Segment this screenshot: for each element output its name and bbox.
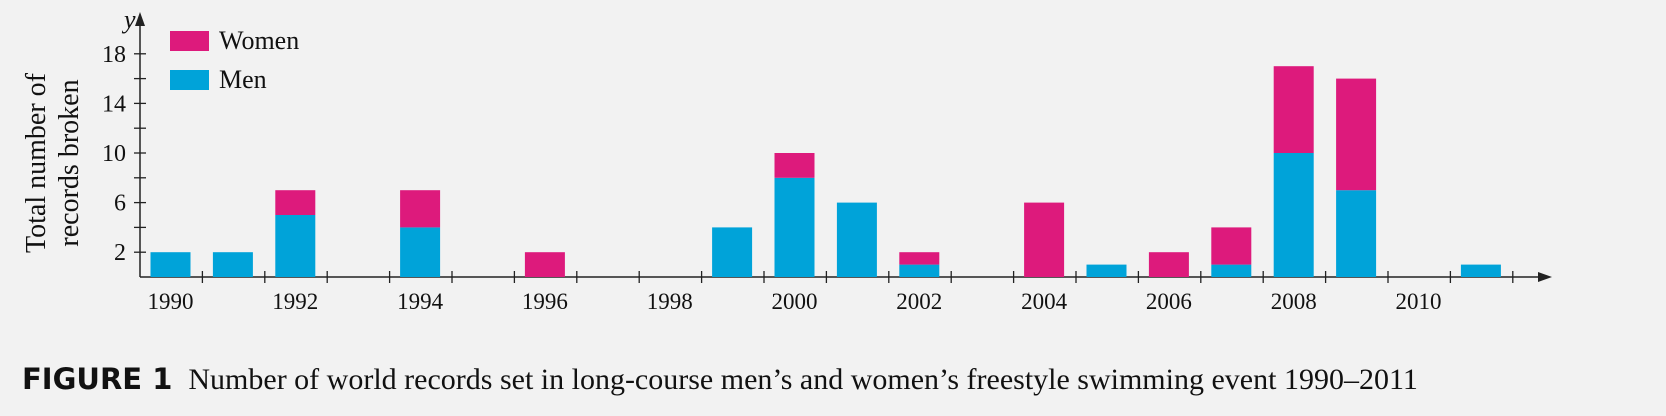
figure-label: FIGURE 1 [22, 362, 173, 396]
bar-men-1991 [212, 252, 253, 277]
legend: Women Men [170, 26, 299, 94]
y-tick-label: 10 [102, 141, 126, 167]
legend-swatch-men [170, 70, 209, 90]
y-axis-arrow [135, 12, 145, 26]
tick-labels: 2 6 10 14 18 1990 1992 1994 1996 1998 2000 2002 2004… [102, 42, 1442, 314]
bar-women-2006 [1148, 252, 1189, 277]
x-tick-label: 1996 [522, 289, 568, 314]
bar-women-2008 [1273, 66, 1314, 153]
x-tick-label: 2010 [1396, 289, 1442, 314]
y-axis-title-line2: records broken [54, 79, 85, 246]
x-tick-label: 2008 [1271, 289, 1317, 314]
x-tick-label: 1992 [272, 289, 318, 314]
bar-men-1999 [712, 227, 753, 277]
x-tick-label: 2006 [1146, 289, 1192, 314]
y-axis-title-line1: Total number of [21, 72, 52, 253]
bar-women-2002 [899, 252, 940, 265]
y-tick-label: 2 [114, 240, 126, 266]
x-tick-label: 1994 [397, 289, 444, 314]
x-tick-label: 2004 [1021, 289, 1068, 314]
bar-men-2011 [1460, 264, 1501, 277]
legend-swatch-women [170, 31, 209, 51]
legend-label-women: Women [219, 26, 299, 55]
bar-women-2004 [1024, 202, 1065, 277]
bar-men-1990 [150, 252, 191, 277]
y-tick-label: 6 [114, 191, 126, 217]
x-axis-arrow [1538, 272, 1552, 282]
bar-men-2009 [1336, 190, 1377, 277]
x-tick-label: 2002 [896, 289, 942, 314]
bar-men-1992 [275, 215, 316, 277]
bar-men-1994 [400, 227, 441, 277]
bar-women-1992 [275, 190, 316, 215]
bar-women-1996 [524, 252, 565, 277]
bar-women-2000 [774, 153, 815, 178]
x-tick-label: 1998 [647, 289, 693, 314]
bar-men-2002 [899, 264, 940, 277]
bar-women-1994 [400, 190, 441, 228]
bar-men-2005 [1086, 264, 1127, 277]
bar-women-2009 [1336, 78, 1377, 191]
y-tick-label: 18 [102, 42, 126, 68]
bar-women-2007 [1211, 227, 1252, 265]
legend-label-men: Men [219, 65, 267, 94]
figure-caption: FIGURE 1 Number of world records set in l… [22, 362, 1418, 397]
figure-caption-text: Number of world records set in long-cour… [188, 363, 1418, 396]
x-tick-label: 1990 [148, 289, 194, 314]
x-tick-label: 2000 [772, 289, 818, 314]
y-axis-letter: y [121, 5, 136, 34]
bar-men-2000 [774, 177, 815, 277]
bar-men-2007 [1211, 264, 1252, 277]
bar-men-2001 [836, 202, 877, 277]
bar-men-2008 [1273, 153, 1314, 277]
y-axis-title: Total number of records broken [21, 72, 85, 253]
bars [150, 66, 1501, 277]
y-tick-label: 14 [102, 91, 126, 117]
bar-chart: 2 6 10 14 18 1990 1992 1994 1996 1998 2000 2002 2004… [21, 5, 1552, 314]
